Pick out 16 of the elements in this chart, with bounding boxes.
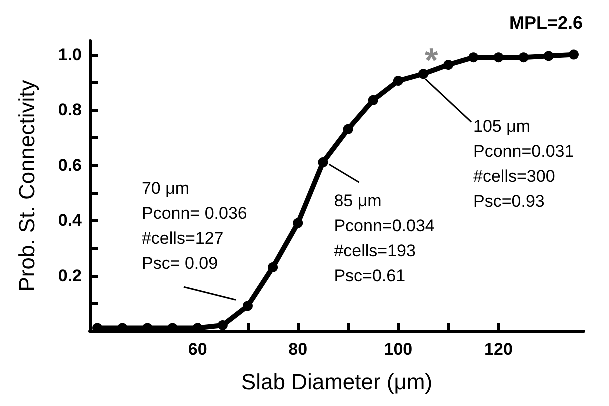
y-tick-label: 0.8: [58, 100, 82, 120]
y-tick-label: 1.0: [58, 45, 82, 64]
y-tick-label: 0.2: [58, 266, 82, 286]
x-tick-label: 100: [384, 340, 413, 359]
x-axis-title: Slab Diameter (μm): [241, 370, 433, 394]
annotation: *: [425, 42, 439, 80]
x-tick-label: 120: [484, 340, 513, 359]
text: MPL=2.6: [509, 13, 583, 33]
annotation: 105 μm Pconn=0.031 #cells=300 Psc=0.93: [474, 117, 574, 212]
x-tick-label: 80: [288, 340, 308, 359]
annotation: 70 μm Pconn= 0.036 #cells=127 Psc= 0.09: [142, 179, 248, 274]
y-tick-label: 0.6: [58, 156, 82, 175]
y-tick-label: 0.4: [58, 211, 83, 230]
y-axis-title: Prob. St. Connectivity: [14, 80, 40, 292]
x-tick-label: 60: [188, 340, 208, 359]
annotation: 85 μm Pconn=0.034 #cells=193 Psc=0.61: [334, 192, 435, 286]
